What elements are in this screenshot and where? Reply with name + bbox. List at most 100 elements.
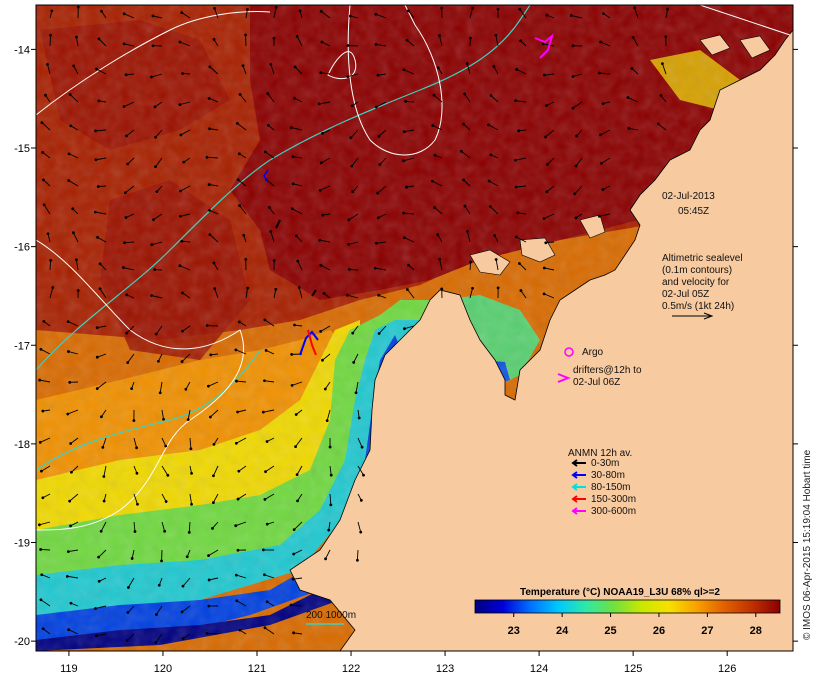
velocity-arrow bbox=[463, 179, 471, 187]
velocity-arrow bbox=[68, 351, 79, 355]
velocity-arrow-head bbox=[492, 65, 496, 68]
velocity-arrow-head bbox=[99, 529, 103, 533]
velocity-arrow bbox=[208, 97, 219, 103]
velocity-arrow-head bbox=[95, 67, 98, 71]
velocity-arrow bbox=[128, 577, 135, 588]
velocity-arrow-head bbox=[95, 326, 99, 330]
velocity-arrow bbox=[123, 267, 135, 271]
y-tick-label: -16 bbox=[14, 242, 30, 254]
velocity-arrow bbox=[463, 123, 471, 131]
isobath-200m-south bbox=[36, 349, 261, 471]
velocity-arrow-head bbox=[359, 530, 363, 534]
velocity-arrow-head bbox=[436, 66, 440, 70]
velocity-arrow bbox=[96, 381, 107, 389]
velocity-arrow bbox=[320, 72, 331, 75]
velocity-arrow-head bbox=[125, 639, 129, 642]
velocity-arrow-head bbox=[95, 634, 98, 638]
velocity-arrow bbox=[661, 63, 667, 75]
map-time: 05:45Z bbox=[678, 206, 709, 217]
velocity-arrow bbox=[98, 38, 107, 47]
velocity-arrow-head bbox=[42, 178, 45, 182]
velocity-arrow-head bbox=[155, 190, 159, 194]
velocity-arrow-head bbox=[180, 360, 184, 363]
velocity-arrow-head bbox=[542, 292, 546, 296]
velocity-arrow bbox=[73, 65, 79, 75]
velocity-arrow bbox=[490, 206, 499, 215]
velocity-arrow-head bbox=[496, 7, 500, 11]
velocity-arrow bbox=[291, 604, 303, 607]
velocity-arrow bbox=[133, 521, 136, 532]
velocity-arrow-head bbox=[631, 35, 635, 39]
velocity-arrow-head bbox=[661, 62, 664, 66]
velocity-arrow-head bbox=[97, 579, 101, 583]
velocity-arrow bbox=[437, 234, 443, 243]
land-mass bbox=[289, 5, 793, 651]
velocity-arrow bbox=[236, 574, 247, 579]
x-tick-label: 122 bbox=[342, 663, 360, 675]
velocity-arrow-head bbox=[209, 353, 213, 357]
velocity-arrow bbox=[329, 465, 332, 476]
velocity-arrow bbox=[43, 204, 51, 215]
x-tick-label: 120 bbox=[154, 663, 172, 675]
velocity-arrow-head bbox=[38, 523, 41, 527]
velocity-arrow-head bbox=[293, 323, 296, 327]
x-axis: 119 120 121 122 123 124 125 126 bbox=[60, 651, 736, 675]
velocity-arrow-head bbox=[102, 475, 106, 478]
velocity-arrow-head bbox=[207, 604, 211, 608]
velocity-arrow-head bbox=[181, 72, 184, 75]
velocity-arrow bbox=[180, 129, 191, 136]
velocity-arrow-head bbox=[514, 99, 518, 103]
velocity-arrow bbox=[270, 231, 275, 243]
velocity-arrow-head bbox=[125, 331, 129, 335]
velocity-arrow-head bbox=[241, 64, 245, 68]
velocity-arrow-head bbox=[178, 40, 182, 44]
velocity-arrow bbox=[319, 185, 331, 191]
velocity-arrow-head bbox=[264, 470, 267, 474]
velocity-arrow-head bbox=[290, 352, 294, 356]
velocity-arrow-head bbox=[207, 96, 211, 100]
velocity-arrow bbox=[156, 605, 163, 615]
velocity-arrow-head bbox=[124, 216, 128, 219]
velocity-arrow-head bbox=[67, 350, 70, 353]
velocity-arrow bbox=[212, 521, 219, 529]
velocity-arrow-head bbox=[178, 264, 182, 268]
x-tick-label: 121 bbox=[248, 663, 266, 675]
velocity-arrow bbox=[95, 129, 107, 132]
velocity-arrow-head bbox=[402, 211, 406, 215]
velocity-arrow bbox=[68, 180, 79, 187]
velocity-arrow-head bbox=[67, 152, 71, 156]
velocity-arrow-head bbox=[462, 178, 465, 182]
velocity-arrow bbox=[151, 295, 163, 299]
velocity-arrow bbox=[320, 325, 331, 332]
velocity-arrow-head bbox=[246, 286, 250, 290]
velocity-arrow-head bbox=[360, 445, 364, 449]
velocity-arrow-head bbox=[496, 286, 500, 290]
velocity-arrow bbox=[235, 349, 247, 355]
velocity-arrow-head bbox=[377, 332, 381, 335]
velocity-arrow-head bbox=[207, 554, 210, 558]
velocity-arrow bbox=[125, 185, 135, 194]
velocity-arrow-head bbox=[518, 7, 522, 11]
velocity-arrow-head bbox=[242, 233, 246, 237]
velocity-arrow-head bbox=[212, 443, 216, 446]
velocity-arrow bbox=[600, 41, 611, 47]
velocity-arrow-head bbox=[375, 241, 378, 245]
velocity-arrow bbox=[295, 437, 303, 447]
velocity-arrow-head bbox=[184, 387, 188, 391]
velocity-arrow-head bbox=[463, 92, 467, 96]
velocity-arrow-head bbox=[269, 230, 273, 233]
velocity-arrow-head bbox=[376, 216, 380, 220]
velocity-arrow-head bbox=[166, 473, 170, 477]
velocity-arrow bbox=[407, 289, 415, 299]
velocity-arrow bbox=[466, 63, 471, 75]
velocity-arrow-head bbox=[67, 628, 71, 632]
colorbar-tick-label: 27 bbox=[701, 625, 713, 637]
velocity-arrow-head bbox=[96, 185, 100, 188]
x-tick-label: 125 bbox=[624, 663, 642, 675]
velocity-arrow bbox=[209, 128, 219, 131]
velocity-arrow-head bbox=[664, 35, 668, 39]
velocity-arrow-head bbox=[471, 286, 474, 290]
velocity-arrow-head bbox=[656, 122, 660, 126]
velocity-arrow-head bbox=[157, 359, 160, 363]
velocity-arrow-head bbox=[290, 383, 294, 387]
